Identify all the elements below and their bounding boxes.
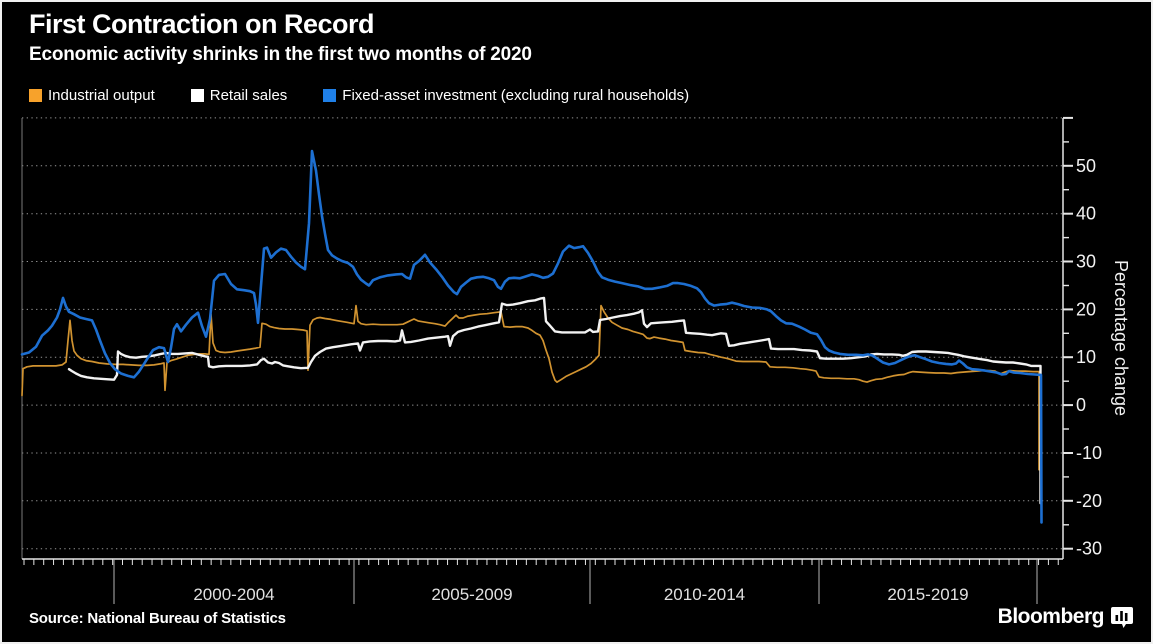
series (20, 149, 1043, 524)
x-section-label: 2000-2004 (193, 585, 274, 604)
y-tick-label: -30 (1076, 539, 1102, 559)
chart-legend: Industrial output Retail sales Fixed-ass… (29, 87, 725, 104)
legend-swatch-icon (323, 89, 337, 102)
y-tick-label: -10 (1076, 443, 1102, 463)
chart-subtitle: Economic activity shrinks in the first t… (29, 44, 532, 65)
legend-item-industrial-output: Industrial output (29, 87, 155, 104)
legend-label: Fixed-asset investment (excluding rural … (342, 87, 690, 104)
y-tick-label: 40 (1076, 204, 1096, 224)
y-tick-label: 10 (1076, 347, 1096, 367)
x-section-label: 2015-2019 (887, 585, 968, 604)
y-tick-label: -20 (1076, 491, 1102, 511)
y-axis-title: Percentage change (1111, 260, 1131, 416)
legend-item-retail-sales: Retail sales (190, 87, 288, 104)
legend-swatch-icon (190, 89, 204, 102)
y-tick-label: 0 (1076, 395, 1086, 415)
legend-label: Industrial output (48, 87, 155, 104)
series-retail-sales (67, 296, 1042, 505)
bloomberg-chart-bubble-icon (1111, 606, 1133, 628)
page-title: First Contraction on Record (29, 9, 375, 39)
x-sections: 2000-2004 2005-2009 2010-2014 2015-2019 (113, 559, 1038, 604)
gridlines (22, 117, 1063, 550)
x-section-label: 2005-2009 (431, 585, 512, 604)
y-tick-label: 30 (1076, 252, 1096, 272)
y-tick-label: 20 (1076, 299, 1096, 319)
bloomberg-wordmark: Bloomberg (997, 605, 1105, 628)
legend-swatch-icon (29, 89, 42, 102)
y-tick-label: 50 (1076, 156, 1096, 176)
legend-item-fixed-asset-investment: Fixed-asset investment (excluding rural … (323, 87, 689, 104)
axis-frame (21, 118, 1064, 560)
y-axis-title: Percentage change (1111, 260, 1131, 416)
series-fixed-asset-investment (20, 149, 1043, 524)
x-axis (23, 559, 1059, 565)
legend-label: Retail sales (209, 87, 288, 104)
bloomberg-logo: Bloomberg (998, 605, 1133, 629)
source-note: Source: National Bureau of Statistics (29, 610, 286, 627)
x-section-label: 2010-2014 (664, 585, 745, 604)
y-axis: 50 40 30 20 10 0 -10 -20 -30 (1063, 116, 1102, 559)
